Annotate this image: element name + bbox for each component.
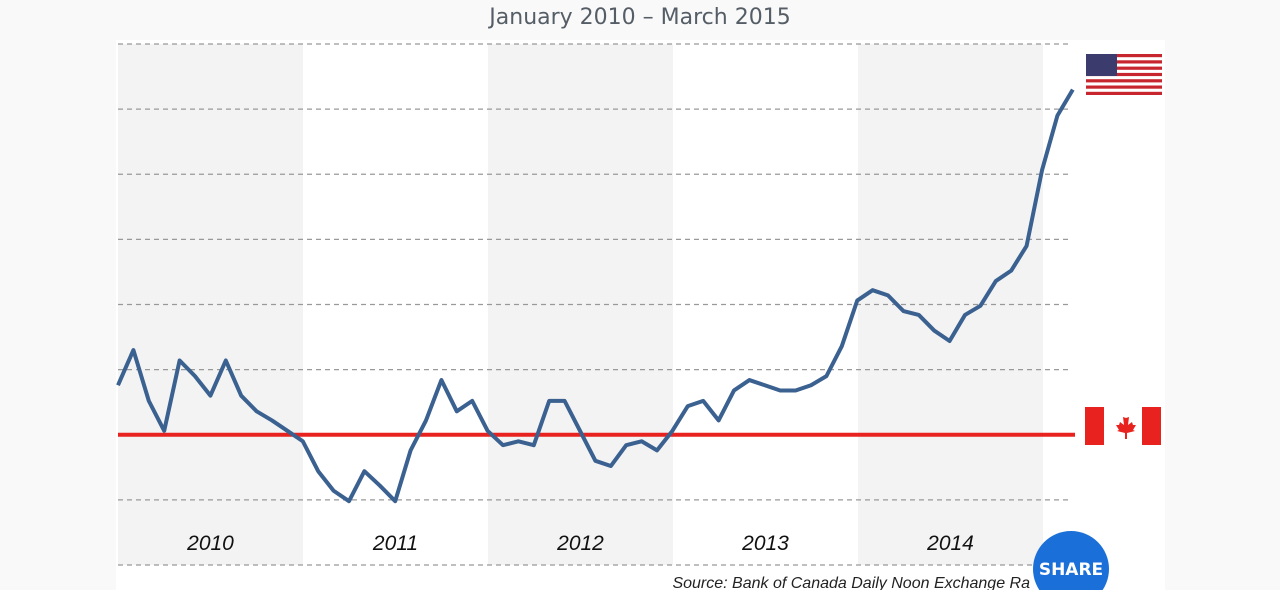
x-tick-label: 2011 [372, 532, 418, 555]
share-label[interactable]: SHARE [1039, 560, 1103, 580]
x-tick-label: 2010 [186, 532, 234, 555]
share-circle[interactable] [1033, 531, 1109, 590]
rate-line [116, 88, 1075, 504]
chart-title: January 2010 – March 2015 [487, 5, 790, 30]
canada-flag [1085, 407, 1161, 445]
us-flag [1086, 54, 1162, 95]
x-tick-label: 2012 [556, 532, 604, 555]
x-tick-label: 2013 [741, 532, 789, 555]
x-tick-label: 2014 [926, 532, 974, 555]
share-button[interactable]: SHARE [1033, 531, 1109, 590]
source-note: Source: Bank of Canada Daily Noon Exchan… [672, 575, 1030, 590]
